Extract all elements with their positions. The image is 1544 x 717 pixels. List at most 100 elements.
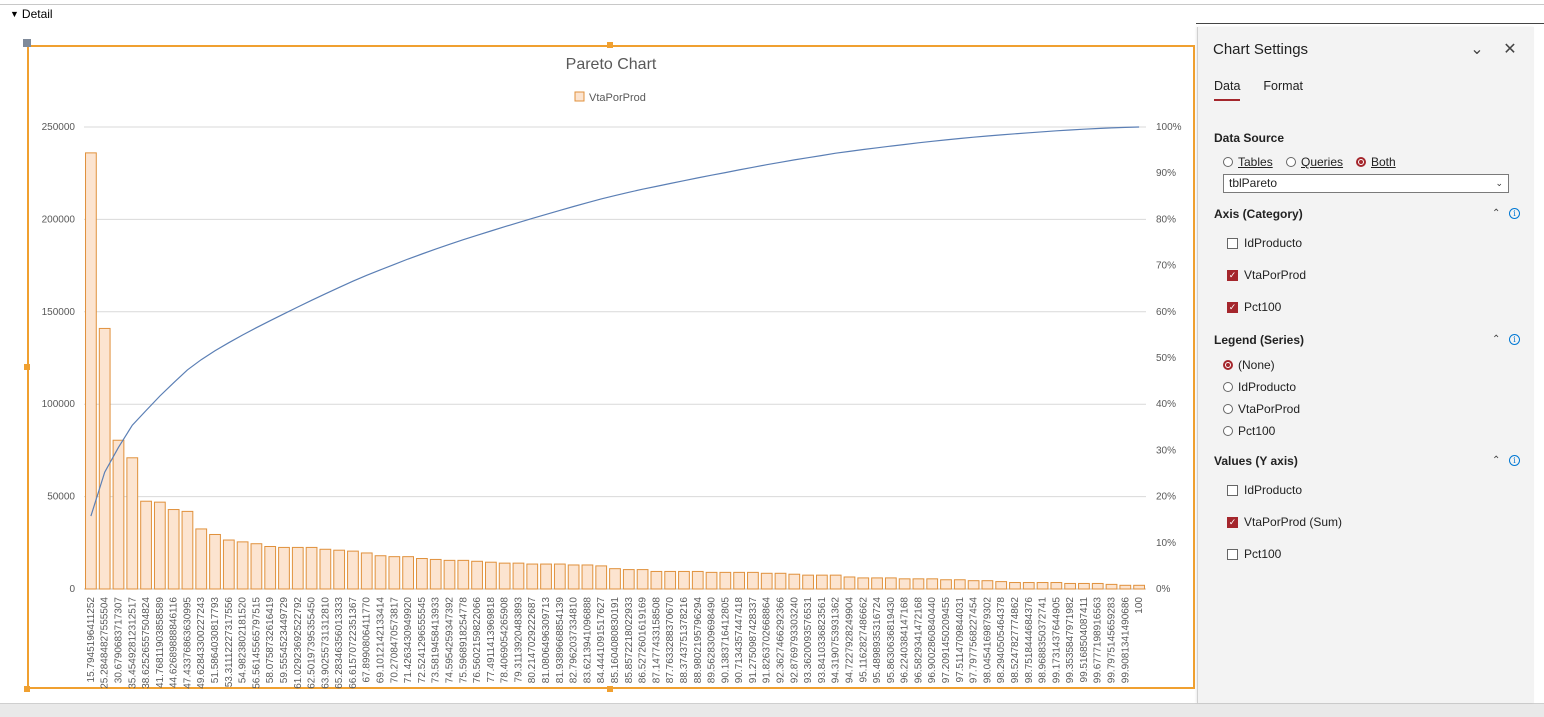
bar (264, 545, 277, 590)
radio-label: (None) (1238, 358, 1275, 372)
bar (512, 562, 525, 590)
legend-option-none[interactable]: (None) (1223, 358, 1275, 372)
checkbox-label: IdProducto (1244, 483, 1303, 497)
radio-label: Tables (1238, 155, 1273, 169)
checkbox[interactable] (1227, 484, 1238, 496)
info-icon[interactable]: i (1509, 334, 1520, 345)
bar (374, 555, 387, 590)
bar (581, 564, 594, 590)
radio-tables[interactable]: Tables (1223, 155, 1273, 169)
chevron-up-icon[interactable]: ⌃ (1492, 455, 1501, 466)
horizontal-scrollbar[interactable] (0, 703, 1544, 717)
radio-indicator[interactable] (1223, 426, 1233, 436)
x-tick-label: 88.9802195796294 (693, 597, 704, 684)
chevron-up-icon[interactable]: ⌃ (1492, 208, 1501, 219)
checkbox[interactable]: ✓ (1227, 269, 1238, 281)
bar (153, 501, 166, 590)
x-tick-label: 92.8769793303240 (789, 597, 800, 684)
data-source-select[interactable]: tblPareto ⌄ (1223, 174, 1509, 193)
section-label[interactable]: ▼ Detail (10, 7, 53, 21)
values-field-idproducto[interactable]: IdProducto (1227, 483, 1302, 497)
legend-option-vtaporprod[interactable]: VtaPorProd (1223, 402, 1300, 416)
chevron-down-icon[interactable]: ⌄ (1495, 178, 1503, 188)
x-tick-label: 53.31112227317556 (224, 597, 235, 688)
radio-indicator[interactable] (1223, 360, 1233, 370)
x-tick-label: 67.8990806411770 (362, 597, 373, 683)
legend-option-idproducto[interactable]: IdProducto (1223, 380, 1296, 394)
radio-indicator[interactable] (1223, 404, 1233, 414)
bar (912, 578, 925, 590)
y-tick-label: 200000 (42, 214, 76, 225)
chevron-down-icon[interactable]: ⌄ (1470, 41, 1484, 58)
x-tick-label: 73.5819458413933 (431, 597, 442, 684)
info-icon[interactable]: i (1509, 455, 1520, 466)
x-tick-label: 86.5272601619169 (638, 597, 649, 684)
close-icon[interactable]: ✕ (1503, 41, 1517, 58)
pareto-chart: Pareto Chart VtaPorProd 0 50000 100000 1500… (42, 56, 1182, 689)
resize-handle-bottom-left[interactable] (24, 686, 30, 692)
bar (747, 571, 759, 590)
bar (843, 576, 856, 590)
axis-field-pct100[interactable]: ✓ Pct100 (1227, 300, 1281, 314)
x-tick-label: 81.9389668854139 (555, 597, 566, 684)
section-collapse-icon[interactable]: ▼ (10, 9, 19, 19)
checkbox[interactable] (1227, 548, 1238, 560)
values-heading: Values (Y axis) (1214, 454, 1298, 468)
info-icon[interactable]: i (1509, 208, 1520, 219)
checkbox-label: VtaPorProd (1244, 268, 1307, 282)
x-tick-label: 35.45492812312517 (127, 597, 138, 689)
bar (388, 556, 401, 590)
bar (884, 577, 897, 590)
bar (443, 559, 456, 590)
x-tick-label: 91.2750987428337 (748, 597, 759, 684)
x-tick-label: 56.56145565797515 (251, 597, 262, 689)
radio-label: Both (1371, 155, 1396, 169)
bar (98, 327, 111, 590)
resize-handle-top[interactable] (607, 42, 613, 48)
values-field-vtaporprod-sum[interactable]: ✓ VtaPorProd (Sum) (1227, 515, 1342, 529)
radio-both[interactable]: Both (1356, 155, 1396, 169)
radio-indicator[interactable] (1286, 157, 1296, 167)
x-tick-label: 95.1162827486662 (858, 597, 869, 683)
design-canvas[interactable] (0, 23, 1196, 703)
x-tick-label: 99.7975145659283 (1107, 597, 1118, 684)
legend-option-pct100[interactable]: Pct100 (1223, 424, 1275, 438)
radio-queries[interactable]: Queries (1286, 155, 1343, 169)
resize-handle-bottom[interactable] (607, 686, 613, 692)
values-field-pct100[interactable]: Pct100 (1227, 547, 1281, 561)
bar (981, 580, 994, 590)
bar (1009, 582, 1021, 590)
data-source-heading: Data Source (1214, 131, 1285, 145)
axis-field-vtaporprod[interactable]: ✓ VtaPorProd (1227, 268, 1306, 282)
radio-indicator[interactable] (1223, 382, 1233, 392)
chart-settings-panel: Chart Settings ⌄ ✕ Data Format Data Sour… (1197, 27, 1534, 703)
resize-handle-left[interactable] (24, 364, 30, 370)
bar (319, 548, 332, 590)
x-tick-label: 58.0758732616419 (265, 597, 276, 684)
checkbox[interactable]: ✓ (1227, 301, 1238, 313)
data-source-value: tblPareto (1229, 176, 1278, 190)
y2-tick-label: 70% (1156, 261, 1176, 272)
y2-tick-label: 40% (1156, 399, 1176, 410)
panel-title: Chart Settings (1213, 41, 1309, 58)
bar (360, 552, 373, 590)
x-tick-label: 98.2940505464378 (996, 597, 1007, 684)
radio-indicator[interactable] (1223, 157, 1233, 167)
y-tick-label: 0 (69, 584, 75, 595)
checkbox-label: IdProducto (1244, 236, 1303, 250)
checkbox[interactable] (1227, 237, 1238, 249)
axis-field-idproducto[interactable]: IdProducto (1227, 236, 1302, 250)
x-tick-label: 98.0454169879302 (982, 597, 993, 684)
checkbox[interactable]: ✓ (1227, 516, 1238, 528)
radio-indicator[interactable] (1356, 157, 1366, 167)
bar (429, 558, 442, 590)
x-tick-label: 96.9002860840440 (927, 597, 938, 684)
tab-data[interactable]: Data (1214, 79, 1241, 101)
bar (733, 571, 746, 590)
checkbox-label: VtaPorProd (Sum) (1244, 515, 1343, 529)
chevron-up-icon[interactable]: ⌃ (1492, 334, 1501, 345)
move-handle[interactable] (23, 39, 31, 47)
x-tick-label: 84.4441091517627 (596, 597, 607, 684)
tab-format[interactable]: Format (1263, 79, 1303, 93)
bar (402, 556, 414, 590)
